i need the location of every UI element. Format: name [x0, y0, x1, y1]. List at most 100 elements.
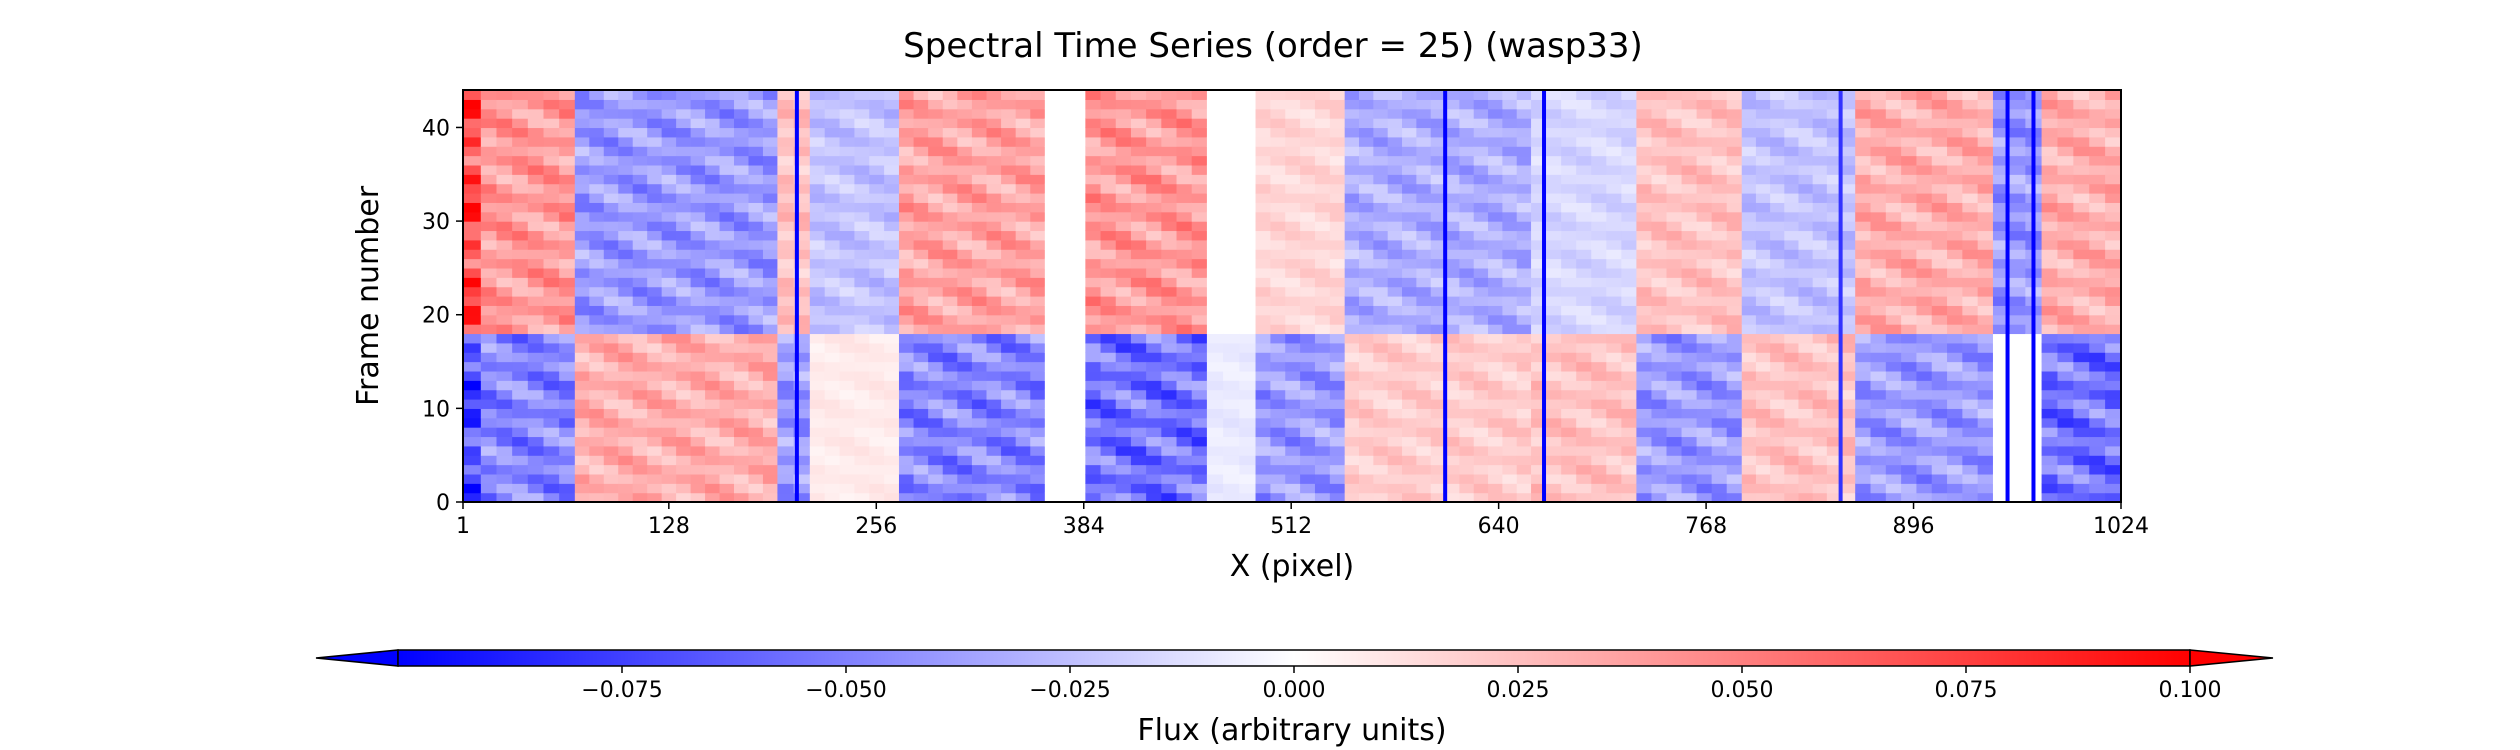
heatmap-cell — [603, 370, 619, 381]
heatmap-cell — [898, 333, 915, 344]
heatmap-cell — [913, 473, 929, 484]
heatmap-cell — [1931, 492, 1948, 503]
heatmap-cell — [1591, 90, 1607, 100]
heatmap-cell — [1992, 127, 2010, 138]
heatmap-cell — [661, 286, 677, 297]
heatmap-cell — [1561, 277, 1577, 288]
heatmap-cell — [1826, 408, 1842, 419]
heatmap-cell — [839, 286, 856, 297]
heatmap-cell — [690, 277, 706, 288]
heatmap-cell — [559, 239, 576, 250]
heatmap-cell — [1636, 464, 1653, 475]
heatmap-cell — [2073, 249, 2090, 260]
heatmap-cell — [589, 267, 605, 278]
heatmap-cell — [1387, 239, 1403, 250]
heatmap-cell — [1161, 427, 1178, 438]
heatmap-cell — [1947, 417, 1963, 428]
heatmap-cell — [1239, 155, 1257, 166]
heatmap-cell — [1770, 286, 1785, 297]
heatmap-cell — [839, 258, 856, 269]
heatmap-cell — [1711, 221, 1728, 232]
heatmap-cell — [2089, 230, 2106, 241]
heatmap-cell — [1841, 164, 1856, 175]
heatmap-cell — [777, 258, 795, 269]
heatmap-cell — [1100, 296, 1117, 306]
heatmap-cell — [748, 473, 764, 484]
heatmap-cell — [1561, 464, 1577, 475]
heatmap-cell — [1651, 221, 1668, 232]
heatmap-cell — [1387, 408, 1403, 419]
heatmap-cell — [480, 146, 498, 157]
heatmap-cell — [690, 146, 706, 157]
heatmap-cell — [1726, 127, 1743, 138]
heatmap-cell — [603, 352, 619, 363]
heatmap-cell — [1100, 211, 1117, 222]
heatmap-cell — [762, 267, 779, 278]
heatmap-cell — [1206, 361, 1224, 372]
heatmap-cell — [1430, 183, 1446, 194]
heatmap-cell — [762, 277, 779, 288]
heatmap-cell — [1344, 146, 1360, 157]
heatmap-cell — [1387, 399, 1403, 409]
heatmap-cell — [1270, 324, 1286, 335]
heatmap-cell — [1402, 296, 1417, 306]
heatmap-cell — [2041, 146, 2059, 157]
heatmap-cell — [496, 305, 513, 316]
heatmap-cell — [618, 230, 634, 241]
heatmap-cell — [1636, 436, 1653, 447]
heatmap-cell — [762, 380, 779, 391]
heatmap-cell — [1344, 427, 1360, 438]
heatmap-cell — [1445, 464, 1460, 475]
heatmap-cell — [543, 258, 560, 269]
heatmap-cell — [1015, 361, 1031, 372]
heatmap-cell — [1992, 267, 2010, 278]
heatmap-cell — [1329, 277, 1346, 288]
heatmap-cell — [1931, 324, 1948, 335]
heatmap-cell — [1784, 146, 1800, 157]
heatmap-cell — [676, 399, 692, 409]
heatmap-cell — [2089, 221, 2106, 232]
heatmap-cell — [1962, 211, 1979, 222]
heatmap-cell — [1387, 492, 1403, 503]
heatmap-cell — [809, 193, 826, 203]
heatmap-cell — [559, 361, 576, 372]
heatmap-cell — [1176, 408, 1193, 419]
heatmap-cell — [1855, 183, 1872, 194]
heatmap-cell — [1931, 286, 1948, 297]
heatmap-cell — [647, 492, 663, 503]
colorbar-gradient — [397, 649, 2191, 667]
heatmap-cell — [1826, 239, 1842, 250]
heatmap-cell — [1855, 267, 1872, 278]
heatmap-cell — [1826, 258, 1842, 269]
heatmap-cell — [559, 380, 576, 391]
heatmap-cell — [1502, 90, 1518, 100]
heatmap-cell — [734, 277, 750, 288]
heatmap-cell — [1285, 389, 1301, 400]
heatmap-cell — [1651, 399, 1668, 409]
heatmap-cell — [1206, 436, 1224, 447]
heatmap-cell — [690, 483, 706, 494]
heatmap-cell — [884, 380, 900, 391]
heatmap-cell — [1239, 324, 1257, 335]
heatmap-cell — [1870, 155, 1887, 166]
heatmap-cell — [1516, 389, 1532, 400]
heatmap-cell — [1387, 370, 1403, 381]
heatmap-cell — [1402, 342, 1417, 353]
heatmap-cell — [913, 436, 929, 447]
heatmap-cell — [1901, 455, 1918, 466]
heatmap-cell — [705, 436, 721, 447]
heatmap-cell — [1992, 155, 2010, 166]
colorbar-tick-label: −0.025 — [1029, 678, 1110, 703]
heatmap-cell — [1445, 118, 1460, 129]
heatmap-cell — [1206, 136, 1224, 147]
heatmap-cell — [1636, 380, 1653, 391]
heatmap-cell — [1473, 455, 1489, 466]
heatmap-cell — [1387, 146, 1403, 157]
heatmap-cell — [1001, 193, 1017, 203]
heatmap-cell — [1696, 305, 1713, 316]
heatmap-cell — [719, 277, 735, 288]
heatmap-cell — [1430, 361, 1446, 372]
heatmap-cell — [676, 342, 692, 353]
heatmap-cell — [1300, 296, 1316, 306]
heatmap-cell — [2057, 239, 2074, 250]
